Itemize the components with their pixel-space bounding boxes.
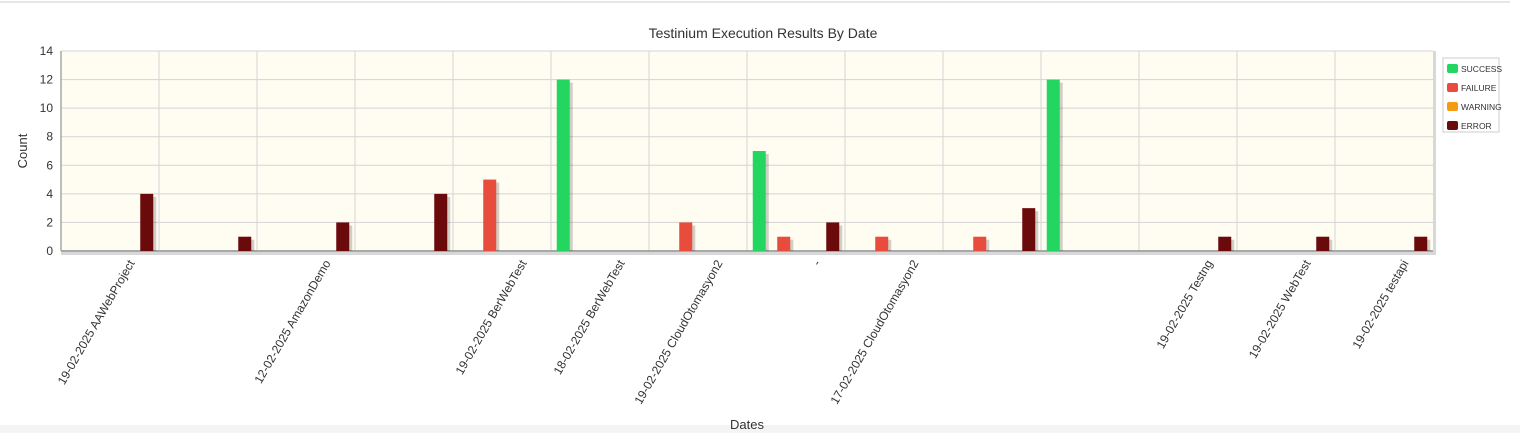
bar-error	[826, 222, 840, 251]
y-tick-label: 6	[46, 158, 53, 172]
bar-success	[752, 151, 766, 251]
y-tick-label: 4	[46, 187, 53, 201]
y-tick-label: 2	[46, 215, 53, 229]
bar-failure	[875, 236, 889, 251]
plot-shadow-right	[1433, 51, 1436, 254]
y-tick-label: 14	[40, 44, 54, 58]
x-tick-label: -	[809, 258, 823, 268]
legend-swatch	[1447, 121, 1458, 130]
bar-error	[140, 193, 154, 251]
bar-success	[1046, 79, 1060, 251]
x-tick-label: 19-02-2025 BerWebTest	[453, 257, 530, 377]
legend-label: WARNING	[1461, 102, 1502, 112]
chart-title: Testinium Execution Results By Date	[649, 25, 878, 41]
x-tick-label: 19-02-2025 testapi	[1349, 258, 1411, 352]
y-tick-label: 0	[46, 244, 53, 258]
x-tick-label: 17-02-2025 CloudOtomasyon2	[827, 257, 921, 406]
bar-failure	[973, 236, 987, 251]
legend-swatch	[1447, 64, 1458, 73]
x-tick-label: 19-02-2025 Testng	[1154, 258, 1216, 351]
legend-label: FAILURE	[1461, 83, 1497, 93]
legend-swatch	[1447, 83, 1458, 92]
x-tick-label: 19-02-2025 WebTest	[1246, 257, 1314, 361]
bar-error	[1414, 236, 1428, 251]
bar-error	[1218, 236, 1232, 251]
bar-error	[1022, 208, 1036, 251]
x-tick-label: 19-02-2025 CloudOtomasyon2	[631, 257, 725, 406]
legend-swatch	[1447, 102, 1458, 111]
bar-error	[434, 193, 448, 251]
x-tick-label: 18-02-2025 BerWebTest	[551, 257, 628, 377]
legend-label: ERROR	[1461, 121, 1492, 131]
legend-label: SUCCESS	[1461, 64, 1502, 74]
bar-failure	[777, 236, 791, 251]
x-tick-label: 19-02-2025 AAWebProject	[55, 257, 138, 387]
x-tick-label: 12-02-2025 AmazonDemo	[251, 257, 333, 386]
bottom-strip	[0, 425, 1520, 433]
plot-shadow-bottom	[61, 252, 1436, 255]
bar-error	[238, 236, 252, 251]
legend: SUCCESS FAILURE WARNING ERROR	[1442, 57, 1502, 133]
top-divider	[0, 1, 1510, 3]
bar-failure	[679, 222, 693, 251]
bar-error	[336, 222, 350, 251]
x-axis-label: Dates	[730, 417, 764, 432]
y-tick-label: 10	[40, 101, 54, 115]
bar-success	[556, 79, 570, 251]
bar-error	[1316, 236, 1330, 251]
y-tick-label: 8	[46, 130, 53, 144]
y-tick-label: 12	[40, 73, 54, 87]
y-axis-label: Count	[15, 133, 30, 168]
bar-failure	[483, 179, 497, 251]
